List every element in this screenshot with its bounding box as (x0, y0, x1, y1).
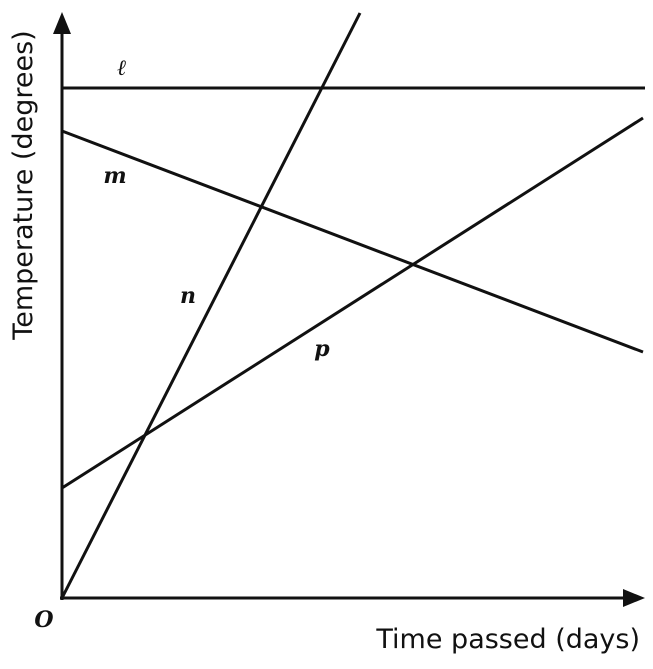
line-label: m (103, 163, 126, 189)
origin-label: O (34, 607, 53, 633)
x-axis-arrow (623, 589, 645, 607)
line-label: n (180, 283, 196, 309)
line-m (61, 129, 644, 354)
line-n (60, 12, 362, 599)
line-label: ℓ (117, 55, 126, 81)
y-axis-arrow (53, 12, 71, 34)
line-p (61, 116, 644, 490)
x-axis-label: Time passed (days) (375, 624, 640, 655)
y-axis-label: Temperature (degrees) (8, 30, 39, 340)
line-label: p (314, 336, 330, 362)
